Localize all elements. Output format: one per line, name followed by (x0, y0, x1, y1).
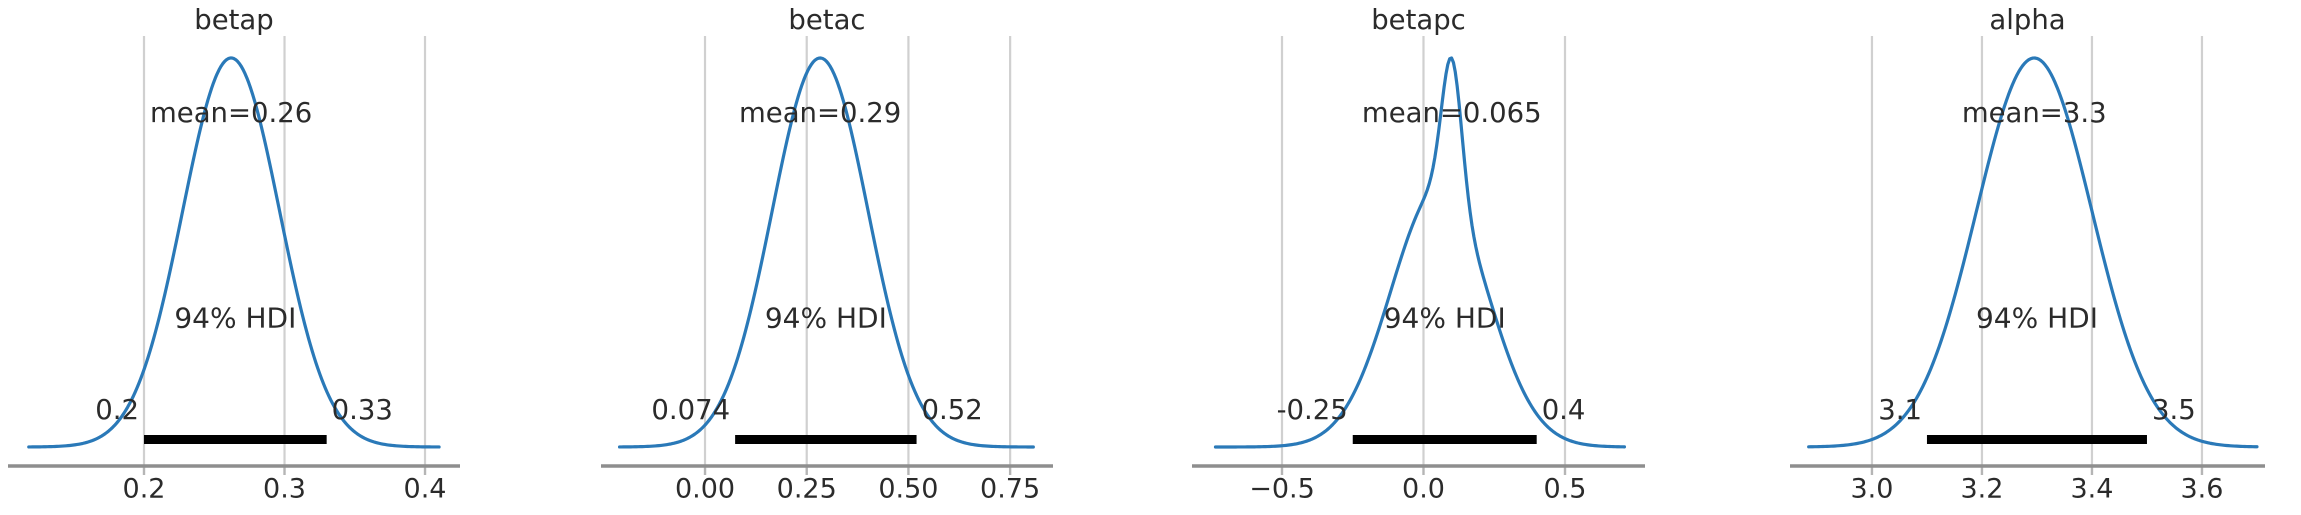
x-tick-label: 0.4 (404, 474, 447, 505)
x-tick-label: 0.00 (675, 474, 735, 505)
mean-label: mean=0.26 (150, 97, 312, 129)
hdi-low-label: 0.2 (95, 394, 139, 426)
x-tick-label: 0.5 (1544, 474, 1587, 505)
posterior-panel-alpha: alpha mean=3.3 94% HDI 3.1 3.5 3.0 3.2 3.4 3.6 (1790, 4, 2265, 505)
hdi-low-label: 3.1 (1878, 394, 1922, 426)
x-tick-label: 3.4 (2070, 474, 2113, 505)
x-tick-label: 3.2 (1960, 474, 2003, 505)
panel-title: betapc (1371, 4, 1466, 36)
hdi-label: 94% HDI (1976, 302, 2098, 335)
hdi-bar (1352, 435, 1537, 444)
x-tick-label: 0.2 (123, 474, 166, 505)
x-tick-label: 0.0 (1402, 474, 1445, 505)
panel-title: alpha (1989, 4, 2065, 36)
x-tick-label: 3.0 (1850, 474, 1893, 505)
panel-title: betac (788, 4, 865, 36)
kde-curve (27, 56, 441, 449)
x-tick-label: −0.5 (1249, 474, 1315, 505)
hdi-bar (1926, 435, 2147, 444)
hdi-bar (144, 435, 327, 444)
hdi-high-label: 0.4 (1542, 394, 1586, 426)
hdi-high-label: 0.52 (922, 394, 983, 426)
x-tick-label: 0.75 (980, 474, 1040, 505)
x-tick-label: 0.3 (263, 474, 306, 505)
mean-label: mean=0.29 (739, 97, 901, 129)
hdi-high-label: 0.33 (332, 394, 393, 426)
kde-curve (1807, 56, 2259, 449)
hdi-bar (735, 435, 917, 444)
hdi-low-label: -0.25 (1277, 394, 1348, 426)
mean-label: mean=0.065 (1362, 97, 1542, 129)
hdi-label: 94% HDI (174, 302, 296, 335)
x-tick-label: 0.50 (878, 474, 938, 505)
hdi-high-label: 3.5 (2152, 394, 2196, 426)
x-tick-label: 0.25 (777, 474, 837, 505)
panel-title: betap (194, 4, 273, 36)
kde-curve (617, 56, 1035, 449)
posterior-panel-betap: betap mean=0.26 94% HDI 0.2 0.33 0.2 0.3 0.4 (8, 4, 460, 505)
kde-curve (1213, 56, 1627, 449)
hdi-low-label: 0.074 (651, 394, 730, 426)
posterior-panel-betapc: betapc mean=0.065 94% HDI -0.25 0.4 −0.5 0.0 0.… (1192, 4, 1645, 505)
mean-label: mean=3.3 (1962, 97, 2107, 129)
hdi-label: 94% HDI (765, 302, 887, 335)
x-tick-label: 3.6 (2180, 474, 2223, 505)
posterior-panel-betac: betac mean=0.29 94% HDI 0.074 0.52 0.00 0.25 0.… (601, 4, 1053, 505)
hdi-label: 94% HDI (1384, 302, 1506, 335)
